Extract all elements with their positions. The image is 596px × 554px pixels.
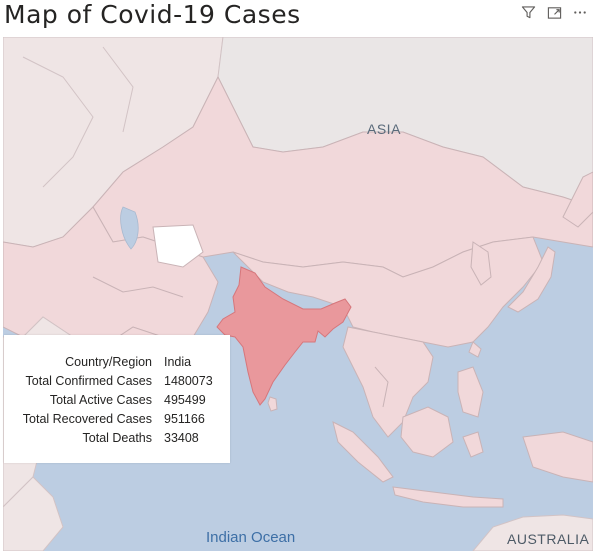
tooltip-label: Country/Region [65,353,152,372]
asia-label: ASIA [367,121,401,137]
indian-ocean-label: Indian Ocean [206,529,295,546]
australia-label: AUSTRALIA [507,531,589,547]
focus-mode-icon[interactable] [546,4,562,20]
tooltip-value: 33408 [164,429,199,448]
tooltip-value: 951166 [164,410,205,429]
tooltip-row-deaths: Total Deaths 33408 [4,429,230,448]
map-tooltip: Country/Region India Total Confirmed Cas… [4,335,230,463]
visual-title: Map of Covid-19 Cases [4,0,301,29]
tooltip-value: 1480073 [164,372,213,391]
tooltip-row-recovered: Total Recovered Cases 951166 [4,410,230,429]
visual-header [520,4,588,20]
tooltip-label: Total Active Cases [50,391,152,410]
tooltip-value: India [164,353,191,372]
more-options-icon[interactable] [572,4,588,20]
tooltip-label: Total Confirmed Cases [26,372,152,391]
tooltip-row-confirmed: Total Confirmed Cases 1480073 [4,372,230,391]
tooltip-label: Total Deaths [83,429,152,448]
map-canvas[interactable]: ASIA Indian Ocean AUSTRALIA [3,37,593,551]
filter-icon[interactable] [520,4,536,20]
tooltip-label: Total Recovered Cases [23,410,152,429]
tooltip-row-active: Total Active Cases 495499 [4,391,230,410]
tooltip-value: 495499 [164,391,206,410]
tooltip-row-country: Country/Region India [4,353,230,372]
